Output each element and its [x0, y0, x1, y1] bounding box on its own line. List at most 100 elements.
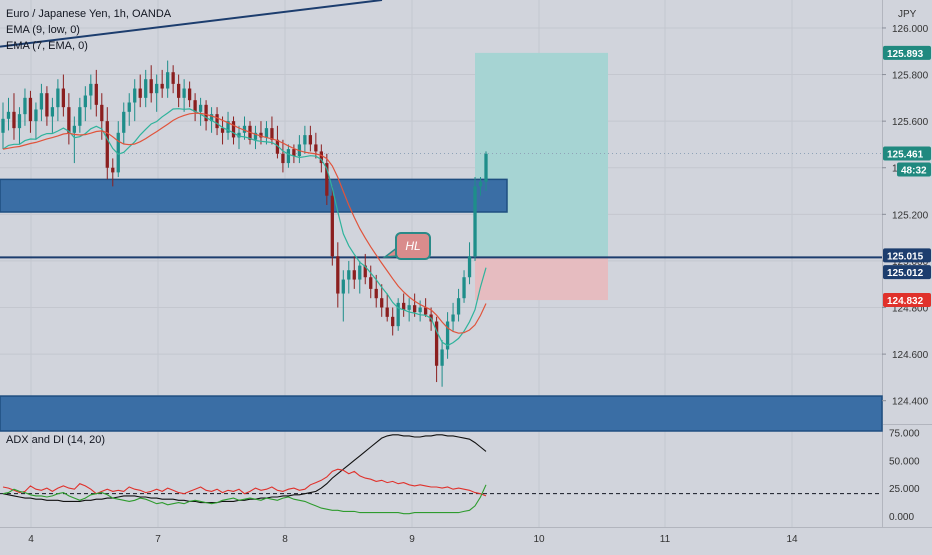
candle: [100, 93, 104, 140]
candle: [270, 116, 274, 145]
candle-body: [275, 139, 280, 154]
supply-zone-rectangle[interactable]: [0, 178, 508, 213]
price-axis-tick-label: 125.600: [892, 117, 929, 128]
candle-body: [193, 100, 197, 112]
candle-body: [319, 151, 323, 164]
candle: [434, 316, 439, 383]
price-badge-label-countdown: 48:32: [901, 166, 927, 177]
candle: [23, 88, 27, 126]
candle: [12, 93, 16, 140]
price-axis-background[interactable]: [882, 0, 932, 527]
candle: [204, 100, 208, 131]
candle: [467, 242, 472, 285]
candle-body: [39, 93, 44, 110]
candle-body: [12, 111, 16, 129]
candle: [83, 86, 87, 122]
candle: [111, 158, 115, 187]
candle: [28, 90, 33, 133]
candle-body: [220, 128, 225, 133]
candle-body: [187, 88, 192, 101]
candle-body: [407, 305, 411, 310]
adx-axis-tick-label: 0.000: [889, 512, 914, 523]
candle: [308, 125, 313, 152]
candle-body: [83, 95, 87, 108]
candle-body: [122, 111, 126, 133]
candle-body: [369, 277, 373, 289]
candle-body: [467, 256, 472, 278]
time-axis-background[interactable]: [0, 527, 932, 550]
price-badge-last: [883, 146, 931, 161]
candle: [182, 79, 186, 112]
candle-body: [259, 132, 263, 138]
price-axis-tick-label: 124.800: [892, 304, 929, 315]
candle-body: [358, 265, 362, 280]
candle: [220, 116, 225, 145]
demand-zone-rectangle[interactable]: [0, 395, 883, 432]
adx-line: [2, 434, 487, 504]
candle-body: [144, 79, 148, 98]
candle: [67, 93, 71, 145]
candle: [17, 107, 22, 145]
candle-body: [138, 88, 142, 98]
candle: [155, 74, 159, 112]
price-badge-countdown: [897, 162, 931, 177]
candle: [72, 116, 76, 164]
candle-body: [347, 270, 351, 280]
adx-pane-background: [0, 425, 882, 527]
ema-7-ema-line: [2, 112, 487, 334]
candle: [358, 260, 362, 294]
candle-body: [215, 114, 219, 129]
candle: [292, 144, 296, 164]
candle-body: [303, 135, 307, 145]
position-target-area[interactable]: [475, 52, 608, 259]
candle: [56, 79, 60, 122]
price-badge-target: [883, 45, 931, 60]
candle: [226, 111, 230, 140]
candle: [478, 177, 483, 196]
candle: [347, 260, 351, 294]
legend-ema-2[interactable]: EMA (7, EMA, 0): [6, 40, 88, 52]
legend-ema-1[interactable]: EMA (9, low, 0): [6, 24, 80, 36]
candle: [193, 93, 197, 122]
candle: [149, 65, 153, 103]
candle-body: [292, 149, 296, 157]
hl-annotation[interactable]: HL: [382, 232, 431, 260]
candle: [330, 186, 334, 266]
currency-label: JPY: [898, 9, 917, 20]
candle-body: [231, 121, 236, 138]
candle: [127, 93, 131, 126]
candle-body: [105, 121, 109, 168]
candle: [445, 312, 450, 359]
candle: [253, 125, 258, 150]
candle: [473, 177, 477, 261]
legend-adx[interactable]: ADX and DI (14, 20): [6, 434, 105, 446]
candle-body: [204, 104, 208, 122]
price-badge-label-level: 125.015: [887, 251, 924, 262]
candle: [484, 151, 488, 192]
price-axis-tick-label: 124.400: [892, 397, 929, 408]
candle-body: [6, 111, 11, 119]
trend-line[interactable]: [0, 0, 383, 48]
adx-axis-tick-label: 50.000: [889, 456, 920, 467]
hl-annotation-text: HL: [405, 239, 420, 253]
candle-body: [473, 186, 477, 257]
candle: [160, 69, 164, 98]
price-axis-tick-label: 124.600: [892, 350, 929, 361]
candle: [78, 97, 82, 133]
candle-body: [34, 109, 38, 122]
candle: [45, 86, 49, 126]
candle-body: [451, 314, 455, 322]
price-axis-tick-label: 125.200: [892, 210, 929, 221]
candle: [341, 270, 345, 322]
candle: [166, 60, 170, 98]
price-badge-level: [883, 248, 931, 263]
candle-body: [270, 128, 274, 140]
time-axis-tick-label: 10: [533, 534, 545, 545]
position-stop-area[interactable]: [475, 258, 608, 301]
legend-symbol[interactable]: Euro / Japanese Yen, 1h, OANDA: [6, 8, 172, 20]
candle-body: [402, 302, 406, 310]
candle: [407, 298, 411, 322]
candle: [144, 69, 148, 108]
adx-axis-tick-label: 25.000: [889, 484, 920, 495]
